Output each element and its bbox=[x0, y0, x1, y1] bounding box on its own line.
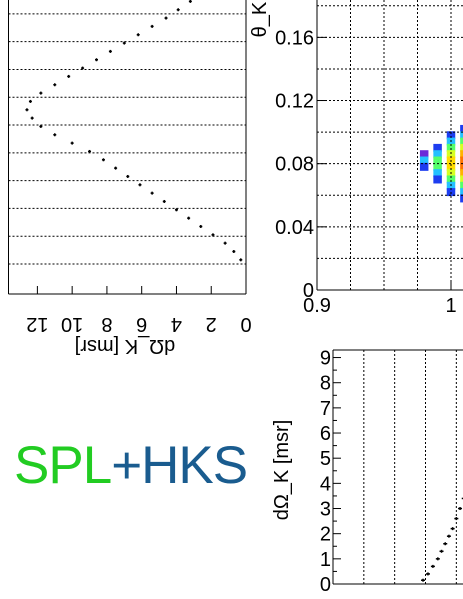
heatmap-cell bbox=[460, 194, 463, 203]
heatmap-cell bbox=[460, 162, 463, 171]
momentum-projection-y-tick-label: 1 bbox=[320, 549, 331, 571]
logo-hks: HKS bbox=[141, 436, 248, 495]
heatmap-cell bbox=[419, 156, 429, 165]
momentum-projection-y-tick-label: 9 bbox=[320, 348, 331, 370]
momentum-projection-y-tick-label: 0 bbox=[320, 574, 331, 596]
heatmap-x-tick-label: 0.9 bbox=[303, 295, 331, 317]
theta-projection-ticks: 12 10 8 6 4 2 0 bbox=[26, 286, 252, 335]
heatmap-cell bbox=[460, 169, 463, 178]
heatmap-cell bbox=[460, 150, 463, 159]
momentum-projection-y-tick-label: 8 bbox=[320, 373, 331, 395]
heatmap-ylabel: θ_K [ bbox=[249, 0, 271, 37]
theta-projection-tick-label: 6 bbox=[136, 313, 147, 335]
momentum-projection-y-tick-label: 2 bbox=[320, 524, 331, 546]
heatmap-ticks: 0.16 0.12 0.08 0.04 00.9 1 bbox=[275, 27, 457, 317]
theta-projection-tick-label: 12 bbox=[26, 313, 48, 335]
theta-projection-tick-label: 4 bbox=[171, 313, 182, 335]
momentum-projection-ylabel: dΩ_K [msr] bbox=[271, 420, 293, 521]
heatmap-cell bbox=[433, 150, 442, 159]
spl-hks-logo: SPL+HKS bbox=[14, 435, 248, 496]
heatmap-cell bbox=[460, 175, 463, 184]
momentum-projection-ticks: 9 8 7 6 5 4 3 2 1 0 bbox=[320, 348, 341, 596]
heatmap-cell bbox=[460, 143, 463, 152]
heatmap-cell bbox=[460, 131, 463, 140]
momentum-projection-y-tick-label: 5 bbox=[320, 448, 331, 470]
heatmap-x-tick-label: 1 bbox=[445, 295, 456, 317]
momentum-projection-grid bbox=[363, 350, 457, 584]
logo-plus: + bbox=[111, 436, 142, 495]
theta-projection-tick-label: 8 bbox=[101, 313, 112, 335]
theta-projection-tick-label: 0 bbox=[240, 313, 251, 335]
heatmap-cell bbox=[433, 175, 442, 184]
heatmap-cell bbox=[460, 156, 463, 165]
heatmap-y-tick-label: 0.16 bbox=[275, 27, 314, 49]
heatmap-cell bbox=[433, 143, 442, 152]
heatmap-y-tick-label: 0 bbox=[303, 280, 314, 302]
momentum-projection-y-tick-label: 4 bbox=[320, 473, 331, 495]
theta-projection-tick-label: 2 bbox=[206, 313, 217, 335]
heatmap-y-tick-label: 0.04 bbox=[275, 217, 314, 239]
heatmap-cell bbox=[419, 150, 429, 159]
theta-projection-tick-label: 10 bbox=[61, 313, 83, 335]
theta-projection-grid bbox=[8, 13, 246, 265]
momentum-projection-y-tick-label: 3 bbox=[320, 499, 331, 521]
heatmap-cell bbox=[433, 156, 442, 165]
heatmap-y-tick-label: 0.12 bbox=[275, 91, 314, 113]
heatmap-cell bbox=[460, 188, 463, 197]
momentum-projection-y-tick-label: 7 bbox=[320, 398, 331, 420]
theta-projection-panel: 12 10 8 6 4 2 0 dΩ_K [msr] bbox=[8, 0, 252, 357]
theta-vs-momentum-panel: 0.16 0.12 0.08 0.04 00.9 1 θ_K [ bbox=[249, 0, 463, 317]
theta-projection-points bbox=[25, 0, 243, 262]
heatmap-y-tick-label: 0.08 bbox=[275, 154, 314, 176]
heatmap-cell bbox=[460, 137, 463, 146]
momentum-projection-y-tick-label: 6 bbox=[320, 423, 331, 445]
theta-projection-xlabel: dΩ_K [msr] bbox=[75, 335, 176, 357]
heatmap-cell bbox=[446, 175, 456, 184]
heatmap-cell bbox=[446, 150, 456, 159]
heatmap-cell bbox=[460, 181, 463, 190]
heatmap-cell bbox=[419, 162, 429, 171]
heatmap-cell bbox=[433, 162, 442, 171]
heatmap-cell bbox=[446, 143, 456, 152]
heatmap-cell bbox=[460, 124, 463, 133]
logo-spl: SPL bbox=[14, 436, 112, 495]
heatmap-cell bbox=[446, 131, 456, 140]
momentum-projection-panel: 9 8 7 6 5 4 3 2 1 0 dΩ_K [msr] bbox=[271, 348, 463, 596]
heatmap-cell bbox=[433, 169, 442, 178]
momentum-projection-points bbox=[421, 496, 463, 582]
heatmap-grid bbox=[317, 0, 463, 290]
heatmap-cell bbox=[446, 162, 456, 171]
